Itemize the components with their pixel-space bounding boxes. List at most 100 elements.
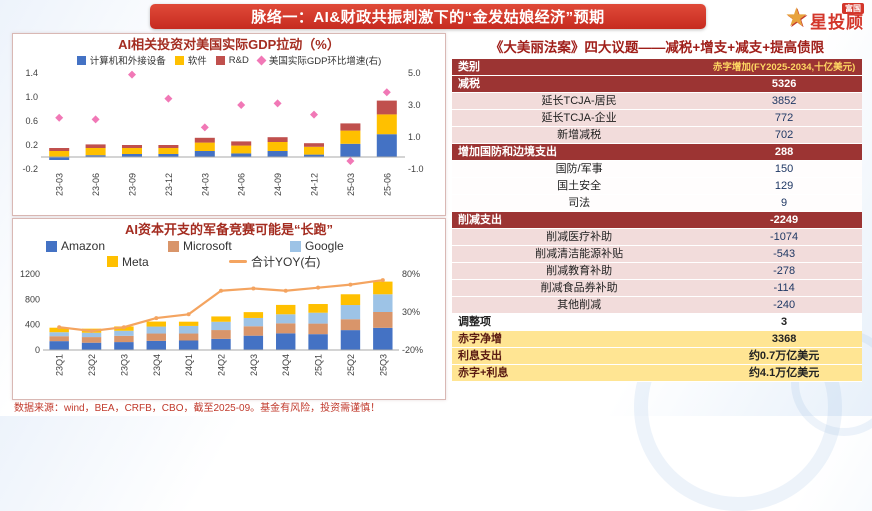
table-row: 赤字+利息 约4.1万亿美元 bbox=[452, 364, 862, 382]
svg-text:24Q1: 24Q1 bbox=[184, 354, 194, 376]
legend-dia-marker bbox=[256, 55, 267, 65]
legend-item: 合计YOY(右) bbox=[229, 253, 351, 270]
brand-box: 富国 bbox=[842, 3, 864, 14]
table-row: 削减食品券补助 -114 bbox=[452, 279, 862, 297]
row-label: 国防/军事 bbox=[452, 160, 707, 178]
legend-item: 计算机和外接设备 bbox=[76, 53, 166, 67]
row-value: 约0.7万亿美元 bbox=[706, 347, 862, 365]
table-row: 削减教育补助 -278 bbox=[452, 262, 862, 280]
capex-panel: AI资本开支的军备竞赛可能是“长跑” Amazon Microsoft Google… bbox=[12, 218, 446, 400]
svg-text:-20%: -20% bbox=[402, 345, 423, 355]
row-label: 减税 bbox=[452, 75, 707, 93]
table-header-row: 类别 赤字增加(FY2025-2034,十亿美元) bbox=[452, 59, 862, 76]
svg-text:25Q3: 25Q3 bbox=[378, 354, 388, 376]
svg-text:1.4: 1.4 bbox=[25, 68, 38, 78]
legend-item: Amazon bbox=[46, 239, 168, 253]
column-header-category: 类别 bbox=[452, 59, 707, 76]
row-label: 利息支出 bbox=[452, 347, 707, 365]
svg-text:24Q2: 24Q2 bbox=[217, 354, 227, 376]
table-row: 削减清洁能源补贴 -543 bbox=[452, 245, 862, 263]
row-label: 赤字净增 bbox=[452, 330, 707, 348]
svg-text:30%: 30% bbox=[402, 307, 420, 317]
table-row: 其他削减 -240 bbox=[452, 296, 862, 314]
svg-text:1.0: 1.0 bbox=[408, 132, 421, 142]
svg-text:400: 400 bbox=[25, 320, 40, 330]
svg-text:800: 800 bbox=[25, 294, 40, 304]
svg-text:0.2: 0.2 bbox=[25, 140, 38, 150]
row-value: -240 bbox=[706, 296, 862, 314]
capex-chart-legend: Amazon Microsoft Google Meta 合计YOY(右) bbox=[13, 239, 445, 270]
row-label: 司法 bbox=[452, 194, 707, 212]
svg-text:23Q3: 23Q3 bbox=[119, 354, 129, 376]
legend-square-marker bbox=[46, 240, 57, 252]
svg-text:24Q4: 24Q4 bbox=[281, 354, 291, 376]
table-row: 利息支出 约0.7万亿美元 bbox=[452, 347, 862, 365]
svg-text:23-06: 23-06 bbox=[91, 173, 101, 196]
legend-label: Meta bbox=[122, 254, 149, 269]
row-label: 国土安全 bbox=[452, 177, 707, 195]
svg-text:24-09: 24-09 bbox=[273, 173, 283, 196]
row-label: 削减医疗补助 bbox=[452, 228, 707, 246]
legend-square-marker bbox=[215, 55, 225, 65]
legend-item: Meta bbox=[107, 255, 229, 269]
row-value: 129 bbox=[706, 177, 862, 195]
row-label: 削减食品券补助 bbox=[452, 279, 707, 297]
row-value: 772 bbox=[706, 109, 862, 127]
brand-name: 星投顾 bbox=[810, 13, 864, 32]
svg-text:-1.0: -1.0 bbox=[408, 164, 424, 174]
legend-label: 合计YOY(右) bbox=[251, 255, 321, 269]
svg-text:24-06: 24-06 bbox=[237, 173, 247, 196]
row-label: 延长TCJA-企业 bbox=[452, 109, 707, 127]
svg-text:24Q3: 24Q3 bbox=[249, 354, 259, 376]
row-label: 削减清洁能源补贴 bbox=[452, 245, 707, 263]
table-row: 赤字净增 3368 bbox=[452, 330, 862, 348]
row-label: 其他削减 bbox=[452, 296, 707, 314]
svg-text:24-03: 24-03 bbox=[200, 173, 210, 196]
table-row: 削减支出 -2249 bbox=[452, 211, 862, 229]
svg-text:23Q1: 23Q1 bbox=[55, 354, 65, 376]
row-value: 702 bbox=[706, 126, 862, 144]
row-value: 5326 bbox=[706, 75, 862, 93]
svg-text:5.0: 5.0 bbox=[408, 68, 421, 78]
svg-text:23-03: 23-03 bbox=[55, 173, 65, 196]
row-value: -543 bbox=[706, 245, 862, 263]
svg-text:25Q1: 25Q1 bbox=[314, 354, 324, 376]
legend-item: Microsoft bbox=[168, 239, 290, 253]
row-value: -1074 bbox=[706, 228, 862, 246]
row-label: 赤字+利息 bbox=[452, 364, 707, 382]
row-label: 延长TCJA-居民 bbox=[452, 92, 707, 110]
row-value: 150 bbox=[706, 160, 862, 178]
legend-item: Google bbox=[290, 239, 412, 253]
bill-table-title: 《大美丽法案》四大议题——减税+增支+减支+提高债限 bbox=[489, 40, 825, 55]
capex-chart-title: AI资本开支的军备竞赛可能是“长跑” bbox=[124, 222, 333, 237]
svg-text:3.0: 3.0 bbox=[408, 100, 421, 110]
column-header-value: 赤字增加(FY2025-2034,十亿美元) bbox=[706, 59, 862, 76]
svg-text:25-06: 25-06 bbox=[382, 173, 392, 196]
row-value: -278 bbox=[706, 262, 862, 280]
svg-text:-0.2: -0.2 bbox=[22, 164, 38, 174]
data-source-note: 数据来源：wind，BEA，CRFB，CBO，截至2025-09。基金有风险，投… bbox=[14, 403, 381, 414]
legend-label: Microsoft bbox=[183, 239, 232, 253]
svg-text:25Q2: 25Q2 bbox=[346, 354, 356, 376]
row-label: 削减教育补助 bbox=[452, 262, 707, 280]
table-row: 增加国防和边境支出 288 bbox=[452, 143, 862, 161]
legend-label: Amazon bbox=[61, 239, 106, 253]
gdp-contribution-panel: AI相关投资对美国实际GDP拉动（%） 计算机和外接设备 软件 R&D 美国实际GDP… bbox=[12, 33, 446, 216]
legend-square-marker bbox=[290, 240, 301, 252]
bill-table: 类别 赤字增加(FY2025-2034,十亿美元) 减税 5326 延长TCJA-居… bbox=[452, 59, 862, 382]
svg-text:0: 0 bbox=[35, 345, 40, 355]
row-value: -114 bbox=[706, 279, 862, 297]
row-value: 约4.1万亿美元 bbox=[706, 364, 862, 382]
svg-text:25-03: 25-03 bbox=[346, 173, 356, 196]
table-row: 国防/军事 150 bbox=[452, 160, 862, 178]
page-title: 脉络一：AI&财政共振刺激下的“金发姑娘经济”预期 bbox=[150, 4, 706, 29]
row-value: 3852 bbox=[706, 92, 862, 110]
legend-square-marker bbox=[76, 55, 86, 65]
svg-text:1.0: 1.0 bbox=[25, 92, 38, 102]
legend-line-marker bbox=[229, 260, 247, 263]
bill-table-section: 《大美丽法案》四大议题——减税+增支+减支+提高债限 类别 赤字增加(FY202… bbox=[452, 36, 862, 382]
legend-label: R&D bbox=[228, 54, 249, 66]
legend-item: 美国实际GDP环比增速(右) bbox=[256, 53, 381, 67]
table-row: 调整项 3 bbox=[452, 313, 862, 331]
star-icon: ★ bbox=[784, 2, 808, 33]
